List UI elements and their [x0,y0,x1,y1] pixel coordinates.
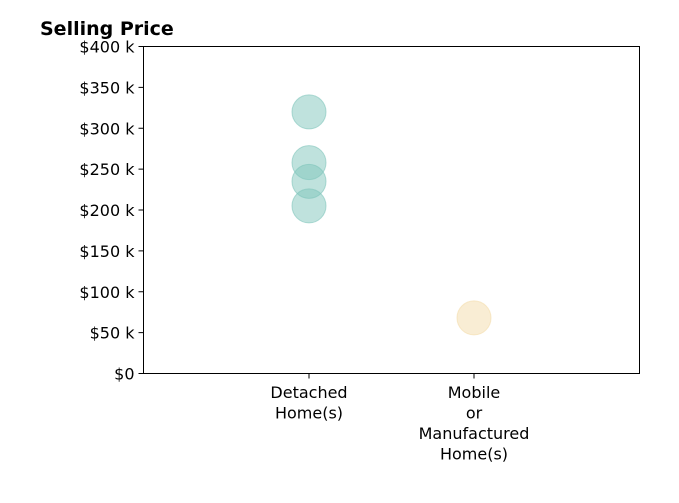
y-tick-label: $100 k [79,283,135,302]
y-tick-label: $350 k [79,78,135,97]
plot-frame [143,46,640,374]
x-axis: Detached Home(s) Mobile or Manufactured Home(… [270,373,530,464]
y-tick-label: $400 k [79,38,135,57]
y-tick-label: $300 k [79,119,135,138]
chart-title: Selling Price [40,18,174,40]
y-tick-label: $0 [114,365,134,384]
data-point [291,94,327,130]
x-tick-label: Detached Home(s) [270,383,347,423]
y-tick-label: $200 k [79,201,135,220]
plot-area [291,94,492,336]
data-point [456,300,492,336]
y-tick-label: $250 k [79,160,135,179]
y-tick-label: $150 k [79,242,135,261]
x-tick-label: Mobile or Manufactured Home(s) [419,383,530,464]
y-tick-label: $50 k [90,324,136,343]
y-axis: $0 $50 k $100 k $150 k $200 k $250 k $300 k $35… [79,38,144,384]
data-point [291,188,327,224]
